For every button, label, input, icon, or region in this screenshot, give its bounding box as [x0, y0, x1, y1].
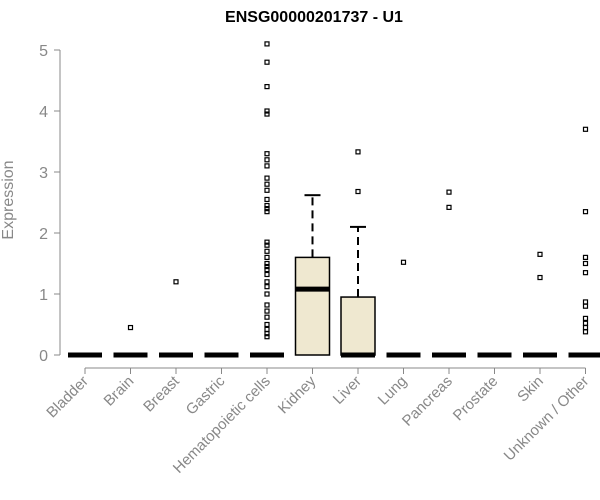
outlier-point — [446, 204, 452, 210]
outlier-point — [582, 320, 589, 326]
outlier-point — [582, 126, 589, 132]
outlier-point — [582, 324, 589, 331]
outlier-point — [264, 41, 270, 47]
outlier-point — [264, 326, 270, 332]
outlier-point — [264, 314, 270, 320]
category-group-pancreas — [432, 189, 466, 358]
y-axis: 0 1 2 3 4 5 — [39, 43, 61, 365]
y-tick-label: 1 — [39, 287, 48, 304]
outlier-point — [582, 303, 589, 309]
outlier-point — [264, 209, 270, 215]
outlier-point — [355, 188, 361, 195]
outlier-point — [264, 206, 270, 212]
box — [294, 256, 331, 356]
x-tick-label: Unknown / Other — [501, 373, 593, 465]
outlier-point — [264, 302, 270, 308]
outlier-point — [264, 242, 270, 248]
category-group-breast — [159, 279, 193, 358]
y-tick-label: 2 — [39, 226, 48, 243]
outlier-point — [264, 163, 270, 169]
x-tick-label: Pancreas — [399, 373, 456, 430]
y-tick-label: 4 — [39, 104, 48, 121]
outlier-point — [537, 251, 543, 257]
outlier-point — [264, 334, 270, 340]
chart-title: ENSG00000201737 - U1 — [225, 9, 403, 26]
outlier-point — [400, 259, 407, 265]
x-tick-label: Breast — [140, 372, 183, 415]
category-group-liver — [340, 149, 376, 358]
y-tick-label: 5 — [39, 43, 48, 60]
y-tick-label: 0 — [39, 348, 48, 365]
outlier-point — [127, 324, 134, 331]
outlier-point — [582, 260, 589, 267]
outlier-point — [264, 308, 270, 314]
category-group-lung — [386, 259, 421, 358]
outlier-point — [264, 267, 270, 273]
x-tick-label: Prostate — [450, 373, 502, 425]
outlier-point — [264, 196, 270, 203]
outlier-point — [173, 279, 179, 285]
outlier-point — [264, 181, 270, 187]
x-tick-label: Skin — [514, 373, 547, 406]
category-group-unknown-other — [568, 126, 600, 358]
outlier-point — [264, 175, 270, 181]
y-tick-label: 3 — [39, 165, 48, 182]
outlier-point — [582, 209, 589, 215]
outlier-point — [582, 270, 589, 276]
outlier-point — [264, 321, 270, 328]
outlier-point — [355, 149, 361, 155]
outlier-point — [264, 202, 270, 209]
outlier-point — [264, 271, 270, 278]
outlier-point — [264, 151, 270, 157]
outlier-point — [264, 279, 270, 285]
category-group-hematopoietic-cells — [250, 41, 284, 358]
outlier-point — [264, 254, 270, 260]
outlier-point — [264, 111, 270, 117]
outlier-point — [264, 263, 270, 270]
category-group-skin — [523, 251, 557, 358]
outlier-point — [264, 291, 270, 297]
x-tick-label: Bladder — [43, 373, 92, 422]
category-group-brain — [113, 324, 148, 358]
box — [340, 296, 376, 356]
outlier-point — [264, 284, 270, 290]
outlier-point — [264, 83, 270, 90]
outlier-point — [582, 329, 589, 335]
outlier-point — [264, 59, 270, 65]
outlier-point — [264, 108, 270, 114]
outlier-point — [582, 299, 589, 305]
outlier-point — [582, 315, 589, 321]
outlier-point — [264, 157, 270, 163]
outlier-point — [446, 189, 452, 195]
outlier-point — [264, 187, 270, 193]
outlier-point — [264, 239, 270, 245]
outlier-point — [537, 274, 543, 281]
x-tick-label: Brain — [101, 373, 138, 410]
outlier-point — [264, 260, 270, 267]
outlier-point — [582, 254, 589, 260]
outlier-point — [264, 248, 270, 254]
x-tick-label: Kidney — [275, 372, 320, 417]
category-group-kidney — [294, 194, 331, 356]
y-axis-label: Expression — [0, 160, 17, 239]
x-tick-label: Lung — [375, 373, 411, 409]
x-tick-label: Liver — [330, 373, 365, 408]
plot-area — [68, 41, 600, 358]
